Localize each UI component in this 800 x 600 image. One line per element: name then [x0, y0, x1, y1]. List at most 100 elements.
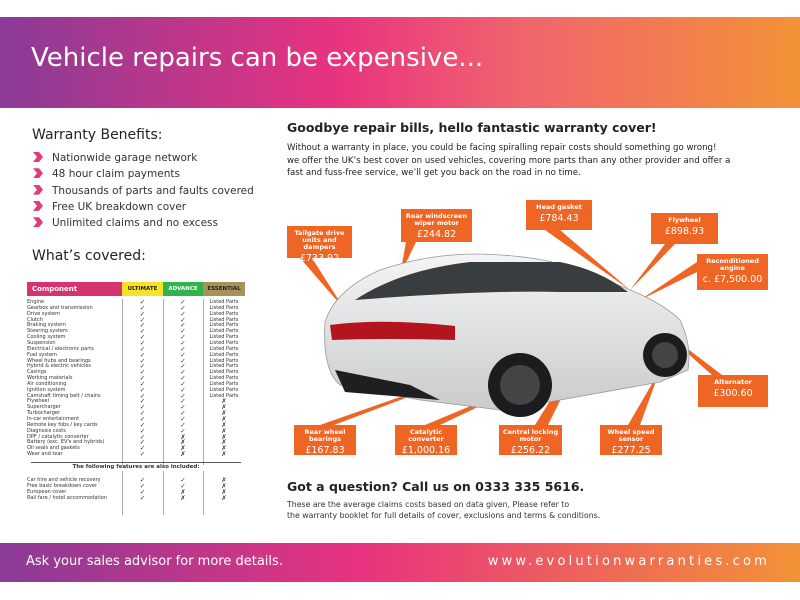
benefit-item: Free UK breakdown cover — [33, 200, 254, 216]
coverage-cell: ✗ — [221, 481, 227, 490]
cost-callout: Reconditioned engine c. £7,500.00 — [697, 254, 768, 290]
coverage-cell: ✓ — [180, 303, 186, 312]
coverage-cell: Listed Parts — [209, 345, 239, 352]
benefit-label: Nationwide garage network — [52, 152, 198, 164]
coverage-table: Component ULTIMATE ADVANCE ESSENTIAL Engine ✓… — [27, 282, 245, 515]
coverage-cell: ✓ — [139, 309, 146, 318]
coverage-cell: ✓ — [139, 397, 146, 406]
component-name: Diagnosis costs — [27, 427, 66, 434]
coverage-cell: ✓ — [180, 368, 186, 377]
coverage-cell: ✓ — [139, 415, 146, 423]
coverage-cell: ✓ — [139, 315, 146, 324]
intro-line: Without a warranty in place, you could b… — [287, 143, 717, 153]
column-header: ULTIMATE — [122, 282, 163, 296]
callout-label: Rear wheel bearings — [304, 428, 346, 443]
coverage-cell: ✓ — [180, 338, 186, 347]
website-link[interactable]: www.evolutionwarranties.com — [487, 554, 770, 569]
component-name: DPF / catalytic converter — [27, 433, 89, 440]
coverage-cell: Listed Parts — [209, 334, 239, 341]
divider — [203, 299, 204, 515]
chevron-right-icon — [33, 200, 43, 211]
callout-label: Rear windscreen wiper motor — [405, 212, 468, 227]
coverage-cell: ✓ — [139, 450, 146, 459]
coverage-cell: ✓ — [180, 309, 186, 318]
coverage-cell: ✓ — [139, 420, 146, 429]
contact-line: the warranty booklet for full details of… — [287, 511, 601, 520]
component-name: Steering system — [27, 328, 68, 335]
coverage-cell: Listed Parts — [209, 375, 239, 382]
contact-title: Got a question? Call us on 0333 335 5616… — [287, 479, 585, 494]
component-name: Hybrid & electric vehicles — [27, 363, 92, 370]
coverage-cell: ✓ — [180, 391, 186, 400]
component-name: Suspension — [27, 339, 56, 346]
coverage-cell: ✓ — [180, 379, 186, 388]
coverage-cell: Listed Parts — [209, 316, 239, 323]
coverage-cell: ✓ — [139, 426, 146, 435]
coverage-cell: ✓ — [180, 385, 186, 394]
coverage-cell: Listed Parts — [209, 304, 239, 311]
cost-callout: Rear wheel bearings £167.83 — [294, 425, 356, 456]
column-header: Component — [27, 282, 122, 296]
coverage-cell: ✓ — [180, 327, 186, 336]
benefit-item: Unlimited claims and no excess — [33, 216, 254, 232]
component-name: Flywheel — [27, 398, 50, 405]
coverage-cell: ✗ — [221, 438, 227, 447]
coverage-cell: ✓ — [139, 481, 146, 490]
coverage-cell: Listed Parts — [209, 339, 239, 346]
coverage-cell: Listed Parts — [209, 351, 239, 358]
coverage-cell: Listed Parts — [209, 299, 239, 305]
component-name: Gearbox and transmission — [27, 304, 93, 311]
coverage-cell: ✓ — [180, 409, 186, 418]
component-name: Cooling system — [27, 334, 66, 341]
callout-price: £1,000.16 — [401, 445, 451, 456]
coverage-cell: ✓ — [180, 397, 186, 406]
callout-price: £244.82 — [416, 229, 457, 240]
coverage-cell: ✓ — [139, 487, 146, 496]
coverage-cell: Listed Parts — [209, 392, 239, 399]
coverage-cell: ✗ — [221, 487, 227, 496]
component-name: Camshaft timing belt / chains — [27, 392, 101, 399]
coverage-cell: ✓ — [180, 426, 186, 435]
coverage-cell: ✗ — [221, 432, 227, 441]
coverage-cell: ✓ — [180, 298, 186, 306]
chevron-right-icon — [33, 184, 43, 195]
callout-price: £300.60 — [713, 388, 753, 399]
footer-advice: Ask your sales advisor for more details. — [26, 554, 283, 569]
component-name: Turbocharger — [27, 410, 61, 417]
coverage-cell: ✓ — [180, 476, 186, 484]
coverage-cell: ✓ — [139, 344, 146, 353]
component-name: Fuel system — [27, 351, 57, 358]
chevron-right-icon — [33, 217, 43, 228]
callout-price: £784.43 — [539, 213, 579, 224]
callout-label: Catalytic converter — [408, 428, 444, 443]
component-name: Ignition system — [27, 386, 66, 393]
component-name: Electrical / electronic parts — [27, 345, 94, 352]
divider — [163, 299, 164, 515]
coverage-cell: ✓ — [139, 303, 146, 312]
component-name: Remote key fobs / key cards — [27, 421, 98, 428]
component-name: Battery (exc. EV's and hybrids) — [27, 439, 105, 446]
coverage-cell: ✗ — [221, 476, 227, 484]
coverage-cell: ✗ — [180, 432, 186, 441]
cost-callout: Flywheel £898.93 — [651, 213, 718, 244]
page-title: Vehicle repairs can be expensive... — [31, 43, 484, 73]
component-name: Drive system — [27, 310, 60, 317]
extras-title: The following features are also included… — [27, 464, 245, 471]
cost-callout: Alternator £300.60 — [698, 375, 768, 407]
coverage-cell: ✗ — [221, 426, 227, 435]
benefit-label: Unlimited claims and no excess — [52, 217, 218, 230]
coverage-cell: ✓ — [180, 403, 186, 412]
divider — [31, 462, 241, 463]
callout-label: Flywheel — [668, 216, 701, 224]
cost-callout: Rear windscreen wiper motor £244.82 — [401, 209, 472, 242]
coverage-cell: ✓ — [139, 338, 146, 347]
divider — [122, 299, 123, 515]
coverage-cell: Listed Parts — [209, 386, 239, 393]
cost-callout: Head gasket £784.43 — [526, 200, 592, 230]
callout-label: Tailgate drive units and dampers — [294, 229, 345, 251]
coverage-cell: ✓ — [180, 333, 186, 342]
benefit-item: Thousands of parts and faults covered — [33, 184, 254, 200]
coverage-cell: ✗ — [221, 493, 227, 502]
contact-text: These are the average claims costs based… — [287, 499, 600, 521]
